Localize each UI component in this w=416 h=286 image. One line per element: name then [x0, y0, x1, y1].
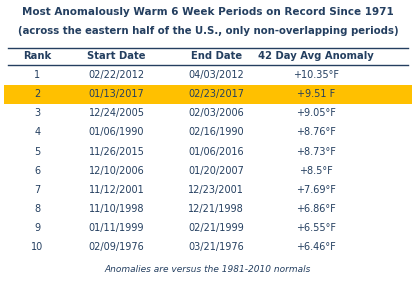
Text: 4: 4: [35, 127, 40, 137]
Text: 12/23/2001: 12/23/2001: [188, 185, 244, 195]
Text: 7: 7: [34, 185, 41, 195]
Text: 12/24/2005: 12/24/2005: [89, 108, 144, 118]
Text: 02/16/1990: 02/16/1990: [188, 127, 244, 137]
Text: +6.55°F: +6.55°F: [296, 223, 336, 233]
Text: 02/23/2017: 02/23/2017: [188, 89, 244, 99]
Text: 11/26/2015: 11/26/2015: [89, 146, 144, 156]
Text: 03/21/1976: 03/21/1976: [188, 242, 244, 252]
Text: +9.05°F: +9.05°F: [296, 108, 336, 118]
Text: (across the eastern half of the U.S., only non-overlapping periods): (across the eastern half of the U.S., on…: [18, 26, 398, 36]
Text: 01/06/2016: 01/06/2016: [188, 146, 244, 156]
Text: 02/03/2006: 02/03/2006: [188, 108, 244, 118]
Text: Most Anomalously Warm 6 Week Periods on Record Since 1971: Most Anomalously Warm 6 Week Periods on …: [22, 7, 394, 17]
Bar: [4, 86, 412, 104]
Text: Anomalies are versus the 1981-2010 normals: Anomalies are versus the 1981-2010 norma…: [105, 265, 311, 274]
Text: 9: 9: [35, 223, 40, 233]
Text: 01/11/1999: 01/11/1999: [89, 223, 144, 233]
Text: Start Date: Start Date: [87, 51, 146, 61]
Text: +8.76°F: +8.76°F: [296, 127, 336, 137]
Text: 8: 8: [35, 204, 40, 214]
Text: 02/21/1999: 02/21/1999: [188, 223, 244, 233]
Text: 3: 3: [35, 108, 40, 118]
Text: +7.69°F: +7.69°F: [296, 185, 336, 195]
Text: End Date: End Date: [191, 51, 242, 61]
Text: 1: 1: [35, 70, 40, 80]
Text: 5: 5: [34, 146, 41, 156]
Text: 12/21/1998: 12/21/1998: [188, 204, 244, 214]
Text: +9.51 F: +9.51 F: [297, 89, 335, 99]
Text: 01/06/1990: 01/06/1990: [89, 127, 144, 137]
Text: 2: 2: [34, 89, 41, 99]
Text: +6.86°F: +6.86°F: [296, 204, 336, 214]
Text: 04/03/2012: 04/03/2012: [188, 70, 244, 80]
Text: 02/09/1976: 02/09/1976: [89, 242, 144, 252]
Text: 02/22/2012: 02/22/2012: [89, 70, 144, 80]
Text: 6: 6: [35, 166, 40, 176]
Text: 42 Day Avg Anomaly: 42 Day Avg Anomaly: [258, 51, 374, 61]
Text: +8.5°F: +8.5°F: [299, 166, 333, 176]
Text: 12/10/2006: 12/10/2006: [89, 166, 144, 176]
Text: 10: 10: [31, 242, 44, 252]
Text: 01/20/2007: 01/20/2007: [188, 166, 244, 176]
Text: +6.46°F: +6.46°F: [296, 242, 336, 252]
Text: 11/10/1998: 11/10/1998: [89, 204, 144, 214]
Text: +8.73°F: +8.73°F: [296, 146, 336, 156]
Text: +10.35°F: +10.35°F: [293, 70, 339, 80]
Text: Rank: Rank: [23, 51, 52, 61]
Text: 01/13/2017: 01/13/2017: [89, 89, 144, 99]
Text: 11/12/2001: 11/12/2001: [89, 185, 144, 195]
